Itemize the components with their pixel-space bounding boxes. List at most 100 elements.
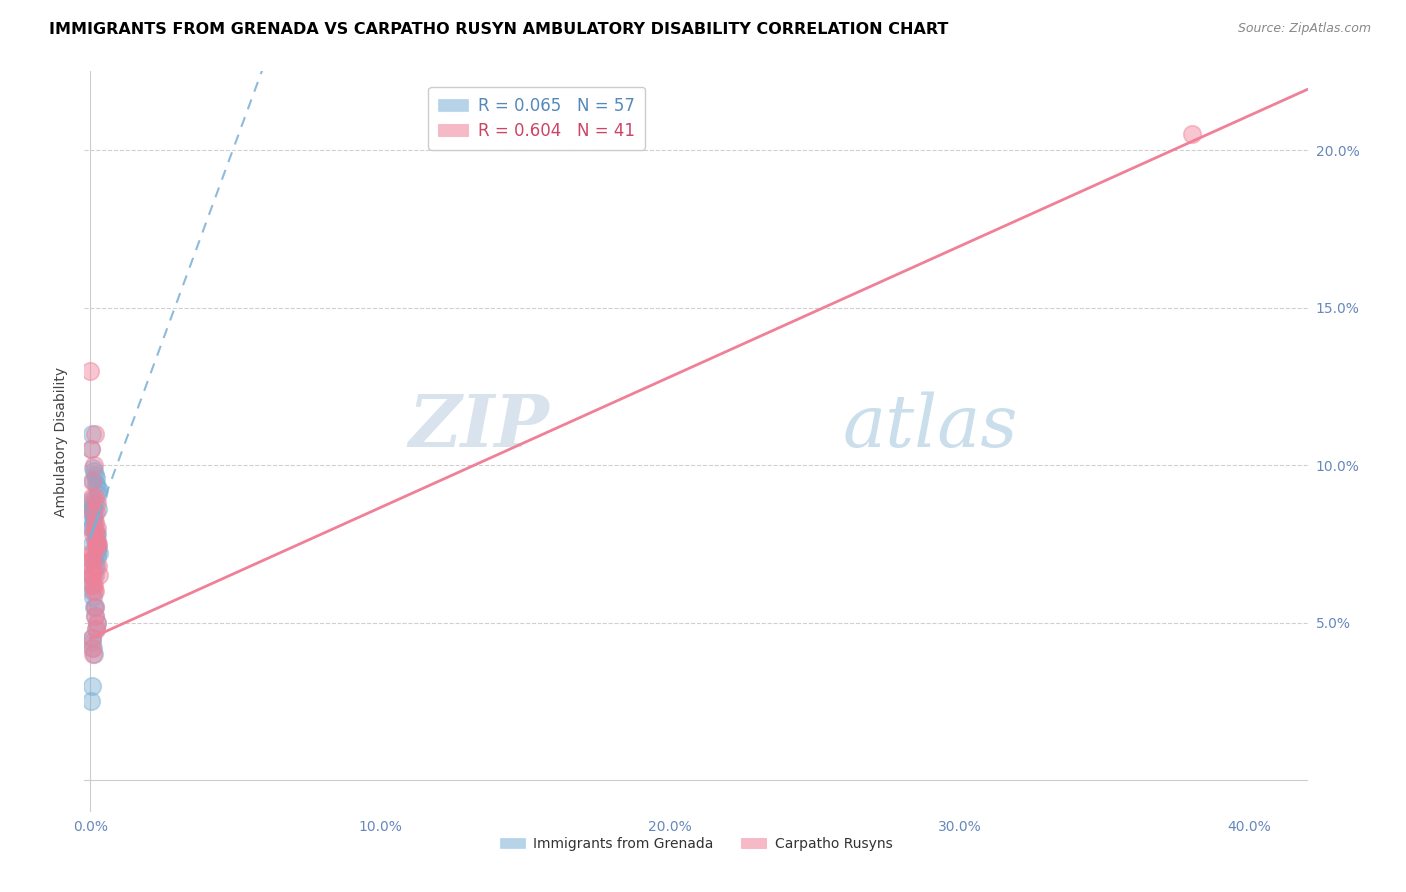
Point (86, 496, 108, 510)
Point (86, 527, 108, 541)
Point (82, 568, 104, 582)
Point (80, 442, 103, 457)
Point (82, 461, 104, 475)
Point (80, 492, 103, 507)
Point (83, 599, 105, 614)
Point (84, 559, 107, 574)
Point (82, 490, 104, 504)
Point (83, 505, 105, 519)
Point (82, 499, 104, 513)
Legend: Immigrants from Grenada, Carpatho Rusyns: Immigrants from Grenada, Carpatho Rusyns (494, 831, 898, 856)
Point (84, 490, 107, 504)
Y-axis label: Ambulatory Disability: Ambulatory Disability (55, 367, 69, 516)
Point (86, 615, 108, 630)
Point (80, 474, 103, 488)
Point (83, 578, 105, 592)
Point (80, 632, 103, 646)
Point (82, 508, 104, 523)
Point (82, 502, 104, 516)
Point (84, 622, 107, 636)
Point (82, 552, 104, 566)
Point (84, 559, 107, 574)
Text: atlas: atlas (842, 392, 1018, 462)
Point (80, 442, 103, 457)
Point (86, 540, 108, 554)
Point (83, 599, 105, 614)
Point (82, 568, 104, 582)
Point (83, 496, 105, 510)
Point (86, 546, 108, 560)
Text: IMMIGRANTS FROM GRENADA VS CARPATHO RUSYN AMBULATORY DISABILITY CORRELATION CHAR: IMMIGRANTS FROM GRENADA VS CARPATHO RUSY… (49, 22, 949, 37)
Point (84, 521, 107, 535)
Point (86, 615, 108, 630)
Point (86, 521, 108, 535)
Point (83, 647, 105, 661)
Point (82, 515, 104, 529)
Point (84, 622, 107, 636)
Point (86, 549, 108, 564)
Point (83, 609, 105, 624)
Point (80, 578, 103, 592)
Point (83, 426, 105, 441)
Point (83, 458, 105, 472)
Point (80, 496, 103, 510)
Point (87, 486, 110, 500)
Point (86, 543, 108, 558)
Point (86, 533, 108, 548)
Point (84, 533, 107, 548)
Point (80, 679, 103, 693)
Point (84, 533, 107, 548)
Point (87, 546, 110, 560)
Point (86, 537, 108, 551)
Point (82, 502, 104, 516)
Point (84, 505, 107, 519)
Point (83, 521, 105, 535)
Point (86, 540, 108, 554)
Point (82, 474, 104, 488)
Point (80, 584, 103, 599)
Point (84, 540, 107, 554)
Point (83, 512, 105, 526)
Point (87, 568, 110, 582)
Point (82, 640, 104, 655)
Point (86, 480, 108, 494)
Point (83, 467, 105, 482)
Point (82, 527, 104, 541)
Point (87, 502, 110, 516)
Point (80, 426, 103, 441)
Text: Source: ZipAtlas.com: Source: ZipAtlas.com (1237, 22, 1371, 36)
Point (82, 591, 104, 605)
Point (80, 694, 103, 708)
Point (87, 559, 110, 574)
Point (84, 527, 107, 541)
Point (80, 505, 103, 519)
Point (82, 634, 104, 648)
Point (80, 632, 103, 646)
Point (87, 483, 110, 498)
Point (82, 505, 104, 519)
Point (84, 477, 107, 491)
Point (83, 584, 105, 599)
Point (84, 471, 107, 485)
Point (82, 647, 104, 661)
Point (82, 578, 104, 592)
Point (84, 527, 107, 541)
Point (83, 552, 105, 566)
Point (84, 599, 107, 614)
Point (83, 465, 105, 479)
Point (83, 584, 105, 599)
Point (87, 537, 110, 551)
Point (80, 521, 103, 535)
Point (80, 546, 103, 560)
Point (1181, 128, 1204, 142)
Point (80, 559, 103, 574)
Point (83, 568, 105, 582)
Point (82, 640, 104, 655)
Point (80, 537, 103, 551)
Text: ZIP: ZIP (408, 392, 550, 462)
Point (80, 552, 103, 566)
Point (82, 546, 104, 560)
Point (80, 568, 103, 582)
Point (80, 552, 103, 566)
Point (79, 568, 101, 582)
